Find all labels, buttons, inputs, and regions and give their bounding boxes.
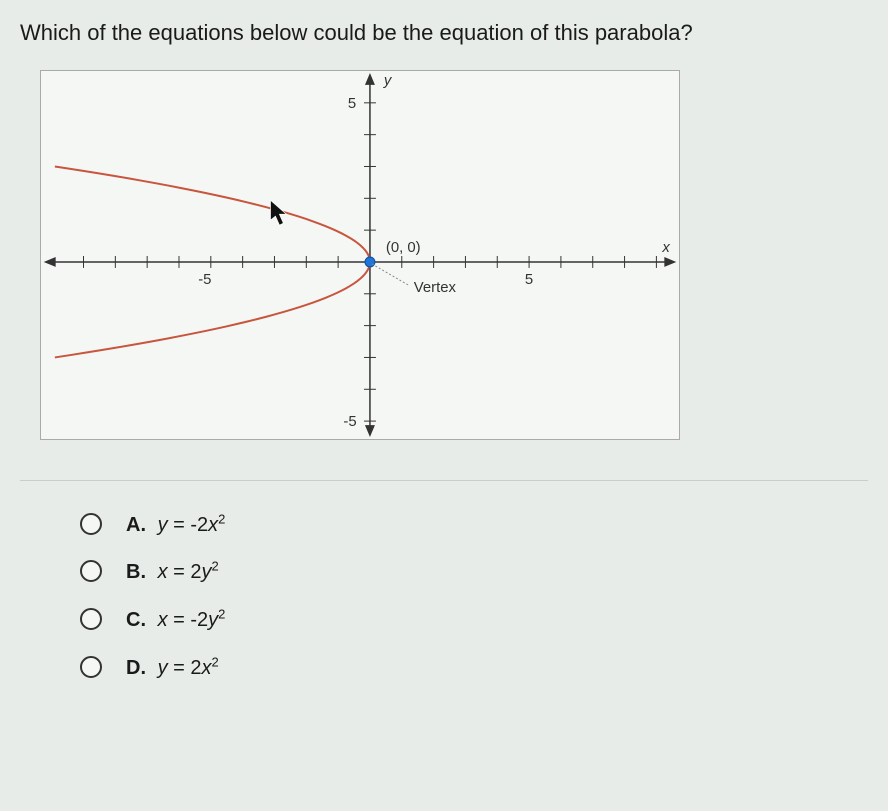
option-c-eq: x = -2y2 xyxy=(158,609,226,631)
option-b-letter: B. xyxy=(126,561,146,583)
svg-text:y: y xyxy=(383,73,393,89)
option-d-eq: y = 2x2 xyxy=(158,657,219,679)
svg-text:(0, 0): (0, 0) xyxy=(386,240,421,256)
option-a-letter: A. xyxy=(126,514,146,536)
svg-text:5: 5 xyxy=(525,272,533,288)
parabola-graph: -5 5 5 -5 y x (0, 0) Vertex xyxy=(40,70,680,440)
radio-c[interactable] xyxy=(80,608,102,630)
radio-b[interactable] xyxy=(80,560,102,582)
svg-text:5: 5 xyxy=(348,96,356,112)
svg-text:Vertex: Vertex xyxy=(414,280,457,296)
option-c-letter: C. xyxy=(126,609,146,631)
option-c[interactable]: C. x = -2y2 xyxy=(80,606,868,632)
graph-svg: -5 5 5 -5 y x (0, 0) Vertex xyxy=(41,71,679,439)
options-list: A. y = -2x2 B. x = 2y2 C. x = -2y2 D. y … xyxy=(80,511,868,680)
option-d-label: D. y = 2x2 xyxy=(126,654,219,680)
option-a-label: A. y = -2x2 xyxy=(126,511,225,537)
option-b[interactable]: B. x = 2y2 xyxy=(80,559,868,585)
radio-d[interactable] xyxy=(80,656,102,678)
option-d-letter: D. xyxy=(126,657,146,679)
svg-text:-5: -5 xyxy=(343,414,356,430)
option-c-label: C. x = -2y2 xyxy=(126,606,225,632)
option-b-label: B. x = 2y2 xyxy=(126,559,219,585)
radio-a[interactable] xyxy=(80,513,102,535)
divider xyxy=(20,480,868,481)
option-b-eq: x = 2y2 xyxy=(158,561,219,583)
svg-text:-5: -5 xyxy=(198,272,211,288)
option-d[interactable]: D. y = 2x2 xyxy=(80,654,868,680)
question-text: Which of the equations below could be th… xyxy=(20,20,868,46)
option-a[interactable]: A. y = -2x2 xyxy=(80,511,868,537)
svg-text:x: x xyxy=(661,240,670,256)
option-a-eq: y = -2x2 xyxy=(158,514,226,536)
